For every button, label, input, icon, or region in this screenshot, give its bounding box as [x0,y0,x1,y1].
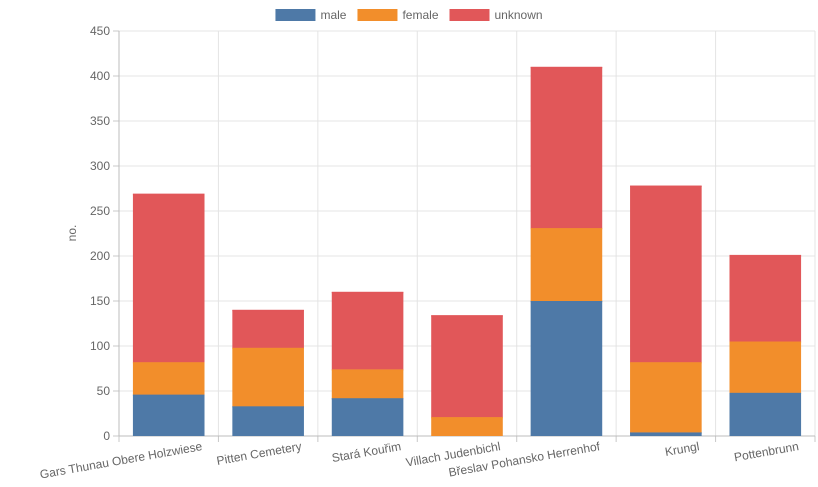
y-tick-label: 200 [90,249,110,263]
bar-female[interactable] [431,417,503,436]
legend-item-female[interactable]: female [357,8,439,22]
y-axis-label: no. [65,225,79,242]
bar-unknown[interactable] [232,310,304,348]
y-tick-label: 250 [90,204,110,218]
bar-unknown[interactable] [729,255,802,342]
legend-swatch [449,9,490,21]
y-tick-label: 300 [90,159,110,173]
x-tick-label: Pottenbrunn [733,439,800,464]
y-tick-label: 450 [90,24,110,38]
bar-female[interactable] [232,347,304,407]
y-tick-label: 400 [90,69,110,83]
x-tick-label: Krungl [664,439,701,459]
bar-female[interactable] [331,369,404,399]
legend: male female unknown [275,8,543,22]
y-tick-label: 150 [90,294,110,308]
y-tick-label: 50 [97,384,111,398]
bar-male[interactable] [630,432,702,436]
bar-female[interactable] [530,228,603,301]
y-tick-label: 350 [90,114,110,128]
x-tick-label: Pitten Cemetery [215,439,302,468]
bar-unknown[interactable] [132,193,205,363]
x-tick-label: Stará Kouřim [331,439,402,465]
bar-unknown[interactable] [431,315,503,418]
bar-male[interactable] [729,392,802,436]
bar-female[interactable] [729,341,802,393]
y-tick-label: 0 [103,429,110,443]
bar-male[interactable] [132,394,205,436]
bar-unknown[interactable] [331,292,404,370]
legend-label: male [320,8,346,22]
bar-female[interactable] [132,362,205,395]
bar-female[interactable] [630,362,702,433]
bars [132,66,802,436]
bar-male[interactable] [530,301,603,436]
legend-item-male[interactable]: male [275,8,347,22]
legend-swatch [275,9,316,21]
legend-label: female [402,8,438,22]
y-tick-label: 100 [90,339,110,353]
legend-swatch [357,9,398,21]
bar-male[interactable] [331,398,404,436]
x-tick-label: Gars Thunau Obere Holzwiese [39,439,204,481]
bar-male[interactable] [232,406,304,436]
legend-item-unknown[interactable]: unknown [449,8,543,22]
bar-unknown[interactable] [630,185,702,363]
legend-label: unknown [495,8,543,22]
bar-unknown[interactable] [530,67,603,229]
